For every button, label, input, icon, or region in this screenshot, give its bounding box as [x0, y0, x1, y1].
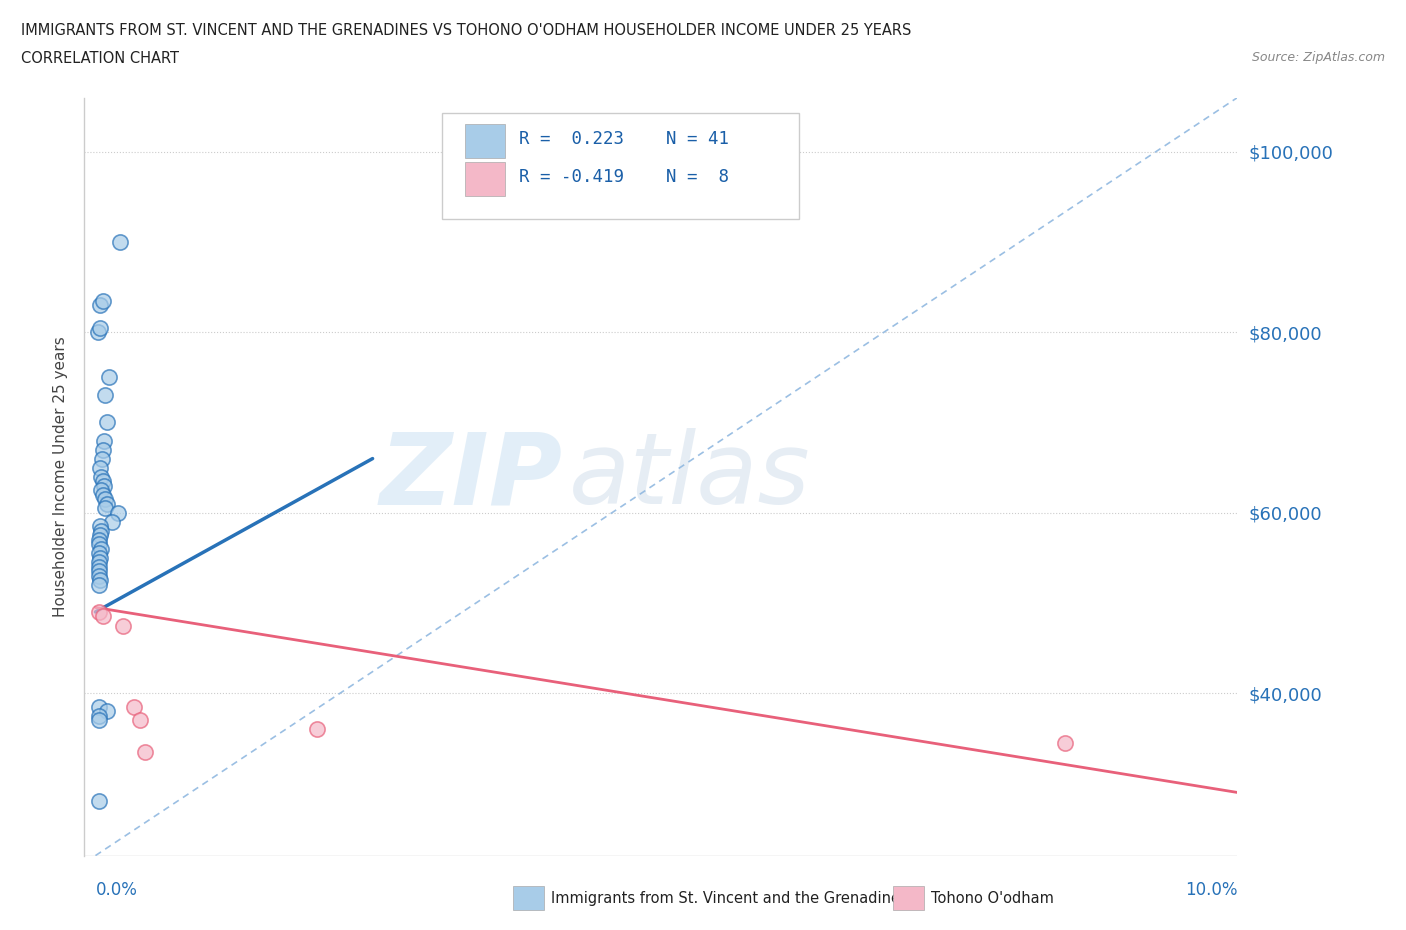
Point: [89, 320, 111, 335]
Point: [90, 483, 112, 498]
Point: [134, 744, 156, 759]
Point: [94, 500, 117, 515]
Point: [128, 712, 150, 727]
Point: [87, 794, 110, 809]
Y-axis label: Householder Income Under 25 years: Householder Income Under 25 years: [53, 337, 69, 617]
Point: [91, 487, 114, 502]
Point: [108, 234, 131, 249]
FancyBboxPatch shape: [441, 113, 799, 219]
Point: [87, 709, 110, 724]
Text: Tohono O'odham: Tohono O'odham: [931, 891, 1053, 906]
Point: [93, 478, 115, 493]
Text: Immigrants from St. Vincent and the Grenadines: Immigrants from St. Vincent and the Gren…: [551, 891, 908, 906]
Point: [91, 451, 114, 466]
Point: [91, 473, 114, 488]
Text: ZIP: ZIP: [380, 428, 562, 525]
Bar: [465, 162, 505, 196]
Point: [90, 541, 112, 556]
Bar: [465, 125, 505, 158]
Point: [307, 722, 329, 737]
Point: [87, 564, 110, 578]
Point: [87, 532, 110, 547]
Point: [97, 370, 120, 385]
Point: [87, 560, 110, 575]
Point: [89, 519, 111, 534]
Point: [86, 325, 108, 339]
Point: [87, 555, 110, 570]
Point: [87, 604, 110, 619]
Text: IMMIGRANTS FROM ST. VINCENT AND THE GRENADINES VS TOHONO O'ODHAM HOUSEHOLDER INC: IMMIGRANTS FROM ST. VINCENT AND THE GREN…: [21, 23, 911, 38]
Point: [87, 699, 110, 714]
Point: [90, 470, 112, 485]
Point: [94, 492, 117, 507]
Point: [93, 433, 115, 448]
Text: CORRELATION CHART: CORRELATION CHART: [21, 51, 179, 66]
Point: [122, 699, 145, 714]
Point: [101, 514, 124, 529]
Point: [89, 460, 111, 475]
Point: [87, 578, 110, 592]
Text: 10.0%: 10.0%: [1185, 881, 1237, 898]
Point: [107, 505, 129, 520]
Text: R = -0.419    N =  8: R = -0.419 N = 8: [519, 168, 728, 186]
Point: [87, 537, 110, 551]
Text: Source: ZipAtlas.com: Source: ZipAtlas.com: [1251, 51, 1385, 64]
Point: [89, 551, 111, 565]
Text: 0.0%: 0.0%: [96, 881, 138, 898]
Point: [91, 442, 114, 457]
Text: R =  0.223    N = 41: R = 0.223 N = 41: [519, 130, 728, 149]
Point: [1054, 736, 1077, 751]
Point: [87, 712, 110, 727]
Point: [89, 573, 111, 588]
Point: [96, 704, 118, 719]
Text: atlas: atlas: [568, 428, 810, 525]
Point: [87, 546, 110, 561]
Point: [96, 415, 118, 430]
Point: [89, 298, 111, 312]
Point: [91, 609, 114, 624]
Point: [112, 618, 135, 633]
Point: [96, 497, 118, 512]
Point: [94, 388, 117, 403]
Point: [89, 528, 111, 543]
Point: [91, 293, 114, 308]
Point: [90, 524, 112, 538]
Point: [87, 568, 110, 583]
